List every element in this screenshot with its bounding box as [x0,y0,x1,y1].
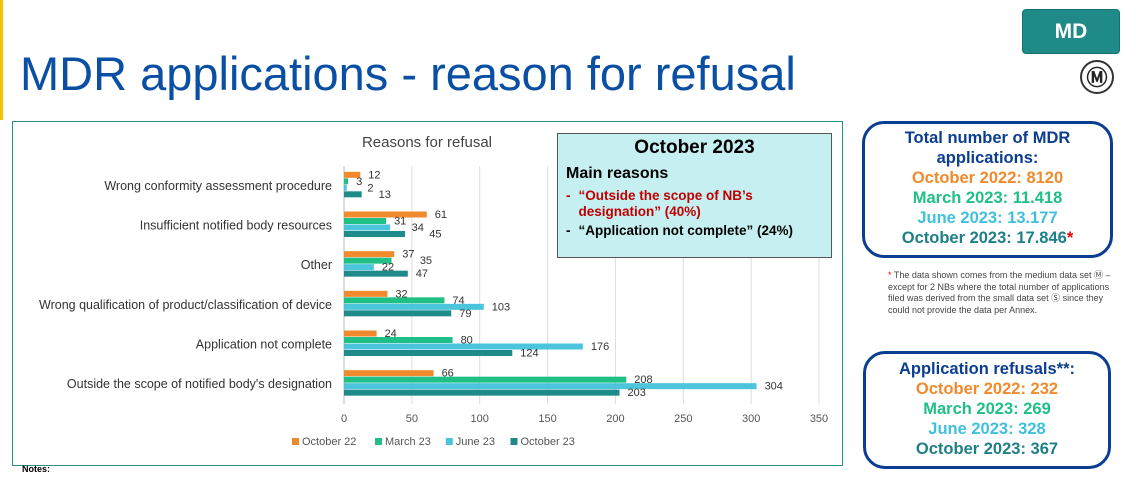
callout-item: - “Application not complete” (24%) [566,223,823,239]
data-label: 31 [394,216,406,228]
refusals-line: October 2022: 232 [915,380,1059,398]
bar [344,178,349,185]
bar [344,184,347,191]
category-label: Insufficient notified body resources [140,219,332,233]
x-tick-label: 50 [406,413,418,425]
category-label: Outside the scope of notified body's des… [67,377,332,391]
bar [344,337,453,343]
category-label: Wrong conformity assessment procedure [104,179,332,193]
medium-dataset-icon: Ⓜ [1080,60,1114,94]
data-label: 203 [628,387,646,399]
callout-item-text: “Outside the scope of NB’s designation” … [578,188,753,219]
x-tick-label: 300 [742,413,760,425]
data-label: 37 [402,249,414,261]
data-label: 35 [420,255,432,267]
chart-frame [12,121,843,466]
x-tick-label: 250 [674,413,692,425]
bar [344,171,361,178]
totals-title: Total number of MDR applications: [904,129,1071,167]
footnote: * The data shown comes from the medium d… [888,270,1113,316]
bar [344,297,445,304]
bar [344,310,452,317]
bar [344,251,395,258]
category-label: Other [301,258,332,272]
callout-box: October 2023 Main reasons - “Outside the … [557,133,832,258]
data-label: 304 [765,381,783,393]
data-label: 34 [412,222,424,234]
data-label: 103 [492,301,510,313]
refusals-line: October 2023: 367 [915,440,1059,458]
bar [344,257,392,264]
asterisk: * [1066,229,1074,247]
x-tick-label: 150 [538,413,556,425]
callout-title: October 2023 [634,137,755,158]
data-label: 3 [356,176,362,188]
legend-label: March 23 [385,436,431,448]
bar [344,264,374,271]
accent-bar [0,0,3,120]
x-tick-label: 200 [606,413,624,425]
total-applications-box: Total number of MDR applications: Octobe… [862,121,1113,258]
callout-heading: Main reasons [566,165,669,182]
bar [344,218,387,224]
data-label: 124 [520,348,538,360]
legend-label: October 22 [302,436,356,448]
chart-title: Reasons for refusal [362,134,492,151]
x-tick-label: 100 [471,413,489,425]
refusals-line: June 2023: 328 [928,420,1046,438]
refusals-line: March 2023: 269 [923,400,1051,418]
data-label: 176 [591,341,609,353]
legend-label: October 23 [521,436,575,448]
refusals-box: Application refusals**: October 2022: 23… [863,351,1111,469]
bar [344,290,388,297]
bar [344,270,408,277]
totals-line: March 2023: 11.418 [912,189,1063,207]
legend-swatch [375,438,382,445]
legend-swatch [445,438,453,445]
bar [344,370,434,377]
data-label: 13 [379,189,391,201]
x-tick-label: 350 [810,413,828,425]
bullet: - [566,188,571,203]
bar [344,389,620,396]
refusals-title: Application refusals**: [898,360,1076,378]
totals-line: June 2023: 13.177 [917,209,1058,227]
totals-line: October 2023: 17.846 [901,229,1067,247]
bar [344,231,406,237]
legend-swatch [510,438,518,445]
bar [344,224,391,231]
bar [344,343,583,350]
callout-item: - “Outside the scope of NB’s designation”… [566,188,823,220]
x-tick-label: 0 [341,413,347,425]
notes-label: Notes: [22,464,51,474]
callout-item-text: “Application not complete” (24%) [578,223,794,238]
data-label: 12 [368,169,380,181]
bar [344,303,484,310]
bar [344,383,757,390]
bar [344,350,513,356]
category-label: Application not complete [196,338,332,352]
data-label: 2 [367,182,373,194]
data-label: 79 [459,308,471,320]
legend-label: June 23 [456,436,495,448]
footnote-mark: * [888,270,892,280]
bar [344,330,377,337]
bar [344,376,627,383]
md-badge: MD [1022,9,1120,54]
legend-swatch [292,438,299,445]
data-label: 61 [435,209,447,221]
footnote-text: The data shown comes from the medium dat… [888,270,1111,315]
bullet: - [566,223,571,238]
bar [344,211,427,218]
data-label: 47 [416,268,428,280]
category-label: Wrong qualification of product/classific… [39,298,332,312]
data-label: 45 [429,229,441,241]
bar [344,191,362,198]
totals-line: October 2022: 8120 [911,169,1064,187]
page-title: MDR applications - reason for refusal [20,47,796,100]
